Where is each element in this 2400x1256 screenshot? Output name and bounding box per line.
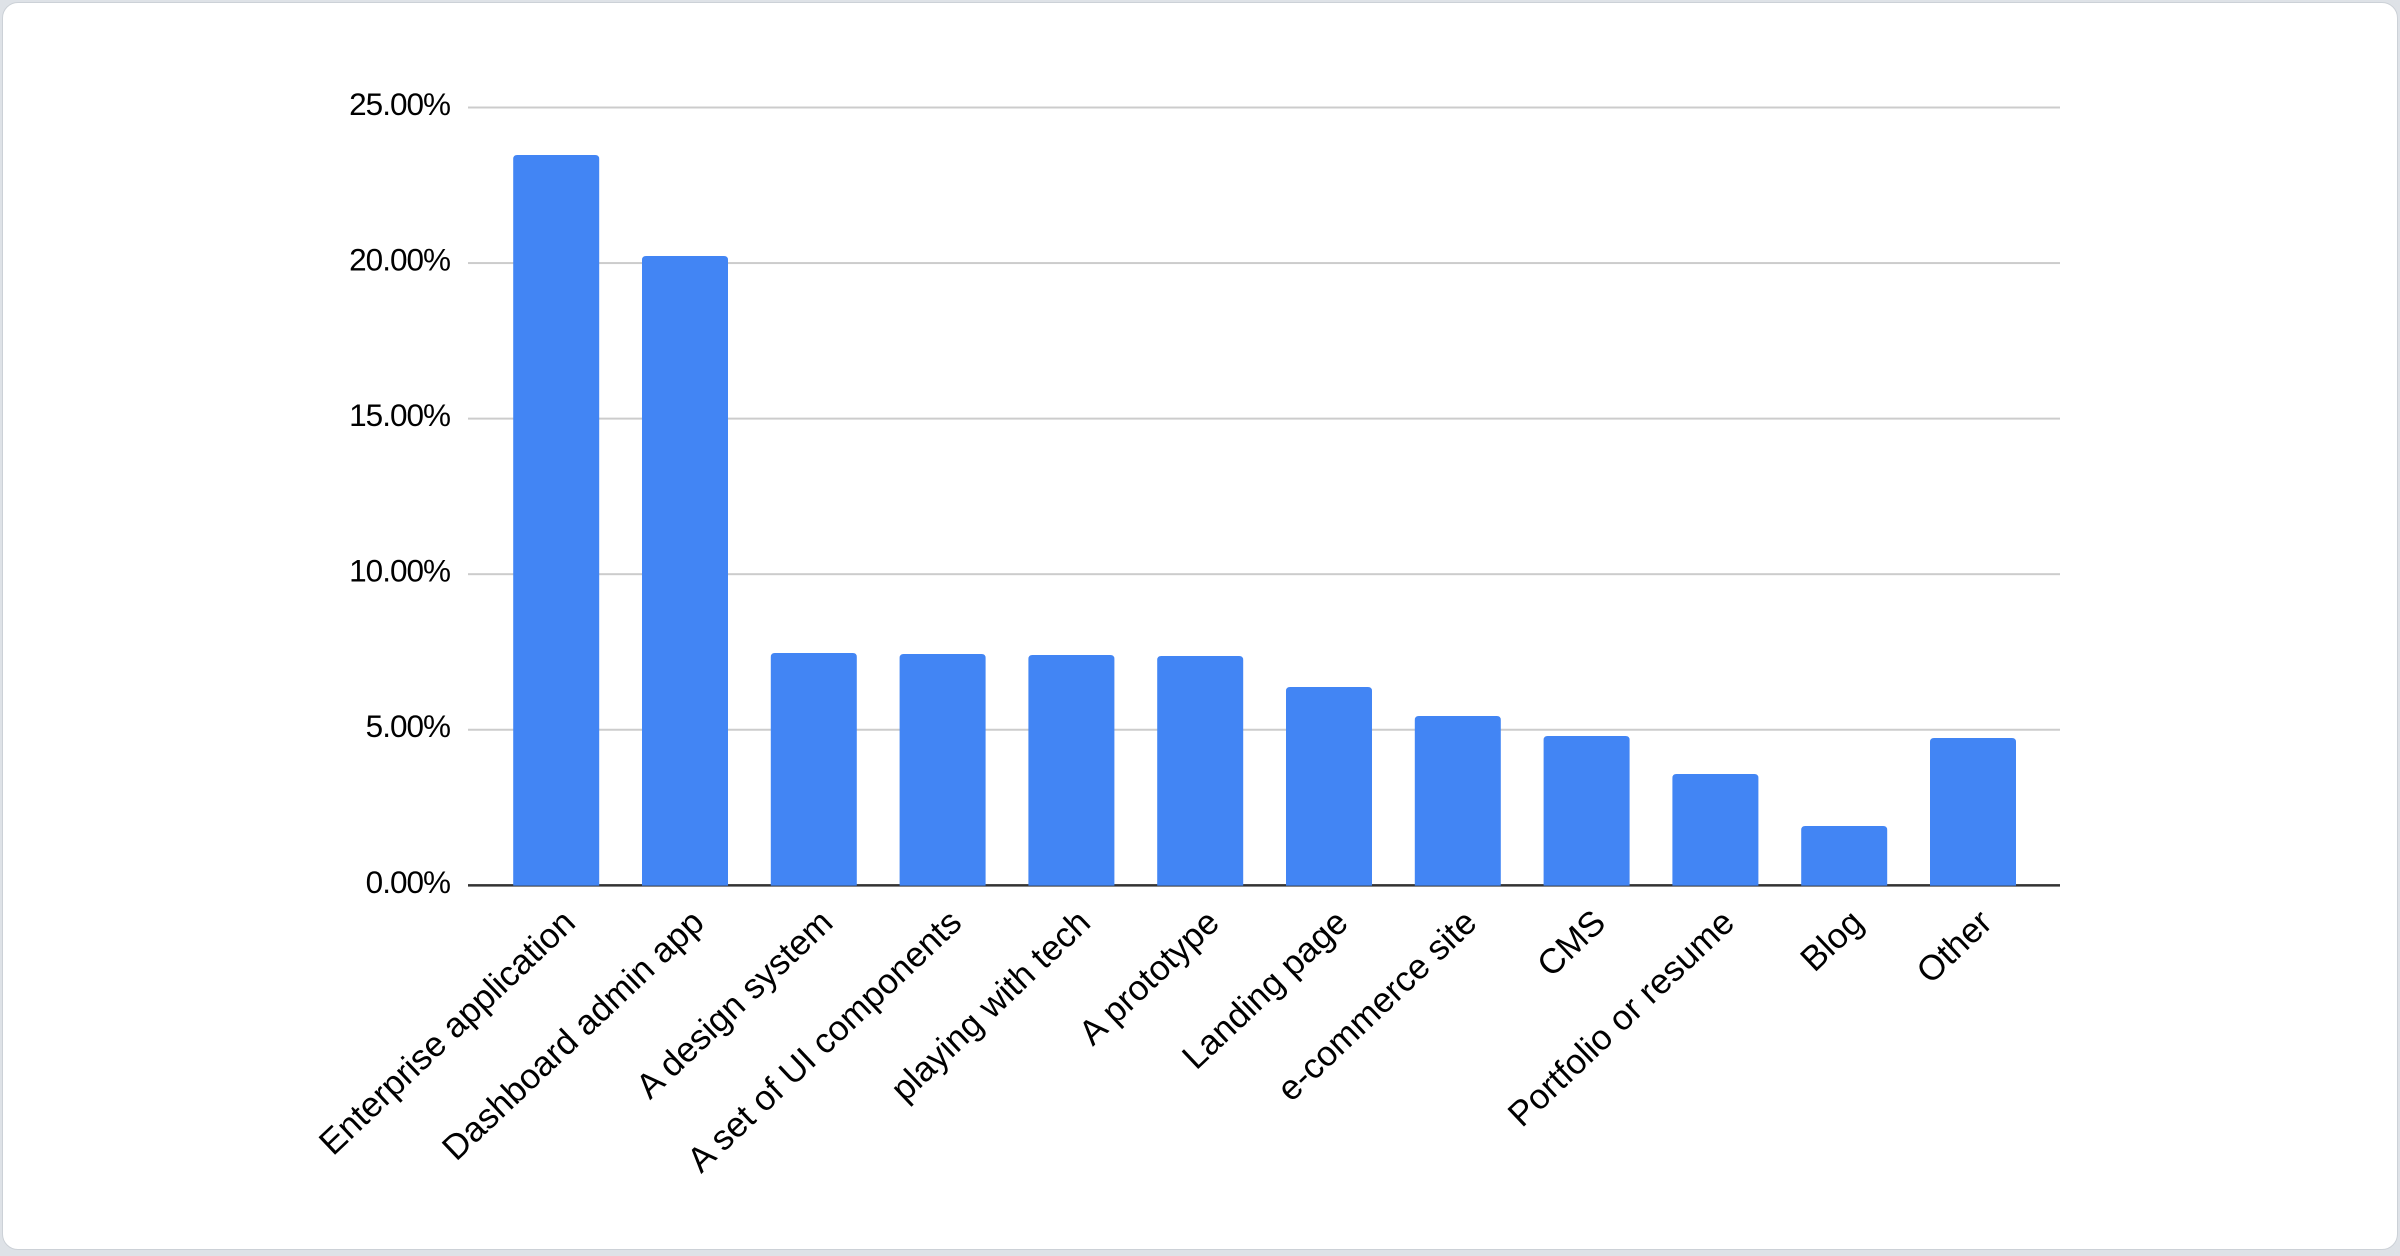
svg-text:15.00%: 15.00% bbox=[349, 397, 450, 433]
svg-text:Dashboard admin app: Dashboard admin app bbox=[435, 903, 712, 1168]
svg-text:25.00%: 25.00% bbox=[349, 86, 450, 122]
svg-text:Other: Other bbox=[1909, 902, 2000, 991]
svg-text:20.00%: 20.00% bbox=[349, 242, 450, 278]
svg-text:5.00%: 5.00% bbox=[366, 708, 450, 744]
svg-text:Blog: Blog bbox=[1793, 903, 1871, 980]
svg-text:CMS: CMS bbox=[1530, 903, 1613, 985]
svg-text:10.00%: 10.00% bbox=[349, 553, 450, 589]
svg-text:0.00%: 0.00% bbox=[366, 864, 450, 900]
svg-text:Enterprise application: Enterprise application bbox=[312, 903, 583, 1163]
svg-text:Portfolio or resume: Portfolio or resume bbox=[1501, 903, 1742, 1135]
